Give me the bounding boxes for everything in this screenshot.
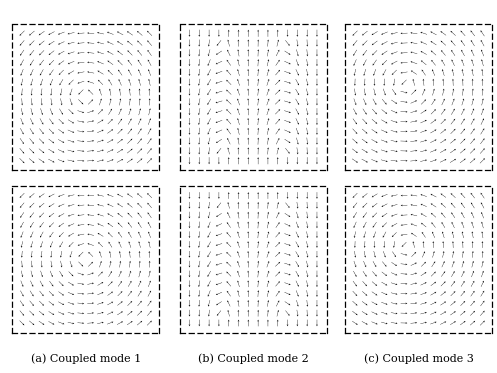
Text: (b) Coupled mode 2: (b) Coupled mode 2	[198, 353, 309, 364]
Text: (a) Coupled mode 1: (a) Coupled mode 1	[31, 353, 141, 364]
Text: (c) Coupled mode 3: (c) Coupled mode 3	[364, 353, 474, 364]
